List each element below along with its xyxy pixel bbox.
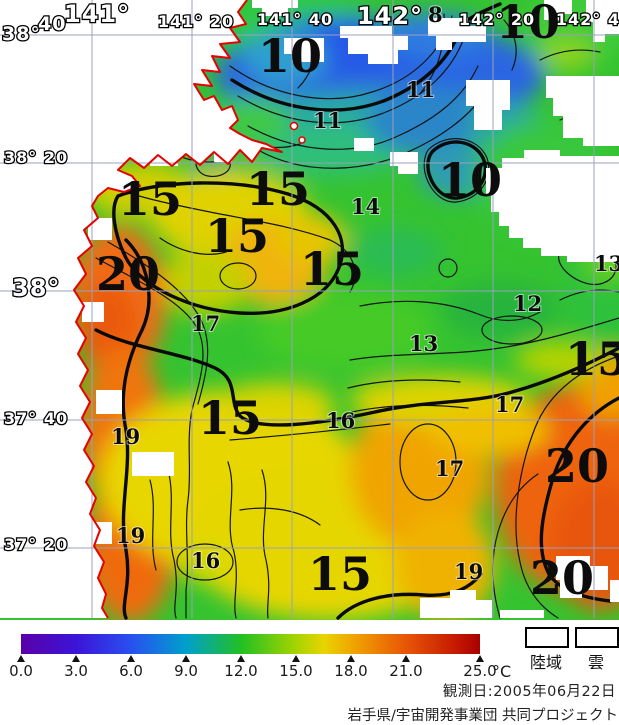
contour-label: 11 [406, 77, 435, 102]
axis-labels: 141° 141° 20 141° 40 142° 142° 20 142° 4… [1, 0, 619, 555]
contour-lines-thin [91, 13, 619, 619]
axis-label-lat: 37° 20 [4, 535, 68, 554]
contour-label: 17 [191, 311, 220, 336]
contour-label: 10 [258, 29, 322, 83]
contour-label: 8 [428, 2, 443, 27]
legend-cloud-label: 雲 [587, 653, 604, 672]
contour-label: 13 [409, 331, 438, 356]
contour-label: 19 [454, 559, 483, 584]
contour-label: 20 [96, 247, 160, 301]
colorbar-tick [476, 655, 484, 662]
contour-lines-thick [94, 2, 619, 620]
colorbar-tick [402, 655, 410, 662]
contour-label: 15 [308, 547, 372, 601]
axis-label-lon: 141° 20 [158, 12, 234, 31]
coastline [73, 0, 306, 619]
contour-label: 10 [496, 0, 560, 49]
contour-label: 20 [545, 439, 609, 493]
contour-label: 15 [246, 162, 310, 216]
colorbar-tick-label: 18.0 [334, 662, 368, 680]
contour-label: 15 [300, 242, 364, 296]
island [298, 136, 306, 144]
colorbar-tick-label: 6.0 [119, 662, 143, 680]
legend-cloud-swatch [575, 627, 619, 648]
axis-label-lat: 38° [2, 23, 41, 45]
observation-date: 観測日:2005年06月22日 [442, 684, 616, 700]
colorbar-tick-label: 9.0 [174, 662, 198, 680]
colorbar-tick-label: 21.0 [389, 662, 423, 680]
project-credit: 岩手県/宇宙開発事業団 共同プロジェクト [347, 708, 619, 724]
graticule-grid [0, 0, 619, 618]
sst-map: 10 10 10 15 15 15 15 20 15 15 20 15 20 8… [0, 0, 619, 620]
contour-label: 17 [495, 392, 524, 417]
contour-label: 15 [118, 172, 182, 226]
contour-label: 19 [111, 424, 140, 449]
colorbar-tick [182, 655, 190, 662]
contour-label: 15 [565, 332, 619, 386]
colorbar-tick-label: 12.0 [224, 662, 258, 680]
contour-label: 15 [205, 209, 269, 263]
colorbar-tick [292, 655, 300, 662]
contour-label: 20 [530, 551, 594, 605]
contour-label: 14 [351, 194, 380, 219]
contour-label: 19 [116, 523, 145, 548]
colorbar-tick [127, 655, 135, 662]
axis-label-lon: 141° [64, 0, 130, 28]
island [289, 121, 299, 131]
contour-label: 15 [198, 391, 262, 445]
contour-label: 17 [435, 456, 464, 481]
axis-label-lat: 38° [12, 274, 60, 302]
axis-label-lon: 142° 40 [556, 10, 619, 29]
colorbar-tick-label: 0.0 [9, 662, 33, 680]
axis-label-lat: 40 [38, 13, 66, 35]
legend-land-label: 陸域 [529, 653, 562, 672]
colorbar-tick-label: 25.0 [463, 662, 497, 680]
colorbar-tick [72, 655, 80, 662]
contour-label: 16 [191, 548, 220, 573]
colorbar-unit: °C [492, 662, 512, 681]
axis-label-lat: 38° 20 [4, 148, 68, 167]
contour-label: 16 [326, 408, 355, 433]
axis-label-lat: 37° 40 [4, 409, 68, 428]
contour-label: 13 [594, 251, 619, 276]
contour-label: 12 [513, 291, 542, 316]
colorbar-tick-label: 15.0 [279, 662, 313, 680]
temperature-colorbar [21, 634, 480, 654]
colorbar-tick [347, 655, 355, 662]
legend-land-swatch [525, 627, 569, 648]
contour-label: 10 [438, 153, 502, 207]
axis-label-lon: 142° [357, 2, 423, 30]
colorbar-tick [237, 655, 245, 662]
colorbar-tick-label: 3.0 [64, 662, 88, 680]
axis-label-lon: 142° 20 [459, 10, 535, 29]
map-footer: 0.0 3.0 6.0 9.0 12.0 15.0 18.0 21.0 25.0… [0, 620, 619, 725]
colorbar-tick [17, 655, 25, 662]
contour-label: 11 [313, 108, 342, 133]
contour-labels: 10 10 10 15 15 15 15 20 15 15 20 15 20 8… [96, 0, 619, 605]
land-area [0, 0, 282, 618]
axis-label-lon: 141° 40 [257, 10, 333, 29]
